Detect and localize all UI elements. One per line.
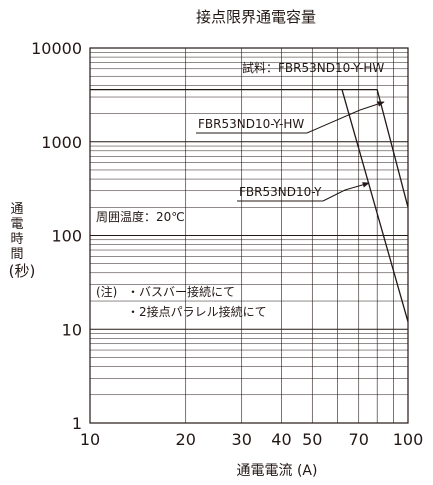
y-axis-label-char-2: 電 bbox=[10, 217, 23, 232]
chart-title: 接点限界通電容量 bbox=[196, 8, 316, 26]
x-tick-label: 70 bbox=[349, 430, 369, 449]
x-tick-label: 30 bbox=[232, 430, 252, 449]
y-tick-label: 10 bbox=[62, 320, 82, 339]
plot-frame bbox=[89, 47, 409, 424]
series-label-hw-leader bbox=[306, 109, 361, 134]
x-axis-label: 通電電流 (A) bbox=[237, 463, 318, 479]
series bbox=[90, 88, 409, 323]
series-label-y-arrow bbox=[344, 182, 370, 191]
series-line-2 bbox=[341, 89, 409, 323]
y-axis-label-unit: (秒) bbox=[9, 262, 36, 280]
y-tick-label: 10000 bbox=[31, 39, 82, 58]
ambient-temperature-label: 周囲温度：20℃ bbox=[96, 209, 185, 224]
note-line-1: ・バスバー接続にて bbox=[127, 284, 235, 299]
x-tick-label: 20 bbox=[176, 430, 196, 449]
y-tick-label: 1000 bbox=[41, 133, 82, 152]
note-line-2: ・2接点パラレル接続にて bbox=[127, 304, 267, 319]
x-tick-label: 10 bbox=[80, 430, 100, 449]
series-label-y: FBR53ND10-Y bbox=[239, 185, 322, 199]
note-title: (注) bbox=[96, 284, 117, 299]
series-label-hw-arrow bbox=[359, 101, 385, 111]
grid bbox=[89, 48, 409, 424]
y-axis-label-char-4: 間 bbox=[10, 247, 23, 262]
series-label-hw: FBR53ND10-Y-HW bbox=[198, 117, 304, 131]
y-tick-label: 1 bbox=[72, 414, 82, 433]
sample-label: 試料：FBR53ND10-Y-HW bbox=[242, 60, 384, 75]
series-label-y-leader bbox=[322, 189, 346, 202]
x-tick-label: 40 bbox=[271, 430, 291, 449]
x-tick-label: 50 bbox=[302, 430, 322, 449]
y-axis-label-char-3: 時 bbox=[10, 232, 23, 247]
y-tick-label: 100 bbox=[51, 227, 82, 246]
y-axis-label-char-1: 通 bbox=[10, 202, 23, 217]
series-line-1 bbox=[90, 88, 409, 208]
x-tick-label: 100 bbox=[393, 430, 424, 449]
